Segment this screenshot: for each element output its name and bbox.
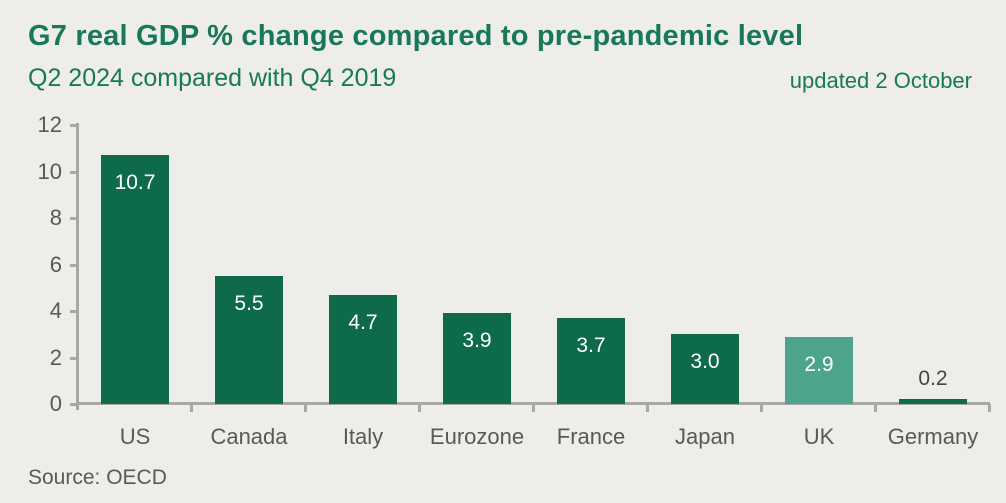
bar-value-germany: 0.2 (918, 367, 948, 391)
bar-france (557, 317, 625, 404)
x-axis-line (76, 402, 990, 405)
x-label-uk: UK (803, 424, 835, 449)
bar-value-us: 10.7 (114, 171, 156, 195)
x-tick (532, 404, 535, 412)
y-tick-label: 8 (49, 205, 62, 230)
updated-note: updated 2 October (789, 68, 972, 93)
x-tick (760, 404, 763, 412)
x-tick (304, 404, 307, 412)
y-tick (70, 217, 78, 220)
y-tick (70, 170, 78, 174)
y-tick-label: 2 (49, 344, 62, 370)
source-note: Source: OECD (28, 466, 167, 489)
y-tick (70, 263, 78, 267)
x-label-eurozone: Eurozone (429, 424, 525, 449)
bar-italy (329, 294, 397, 404)
x-tick (646, 404, 649, 412)
y-axis-line (76, 123, 79, 410)
bar-value-italy: 4.7 (348, 310, 378, 334)
chart-title: G7 real GDP % change compared to pre-pan… (28, 20, 804, 52)
y-tick-label: 6 (49, 251, 62, 277)
bar-uk (785, 336, 853, 404)
chart-subtitle: Q2 2024 compared with Q4 2019 (28, 64, 397, 92)
y-tick-label: 10 (37, 158, 62, 184)
y-tick-label: 4 (49, 298, 62, 323)
bar-us (101, 155, 169, 404)
y-tick (70, 310, 78, 313)
x-tick (190, 404, 193, 412)
bar-eurozone (443, 313, 511, 404)
y-tick-label: 12 (37, 112, 62, 137)
x-label-japan: Japan (675, 424, 735, 449)
bar-value-uk: 2.9 (804, 352, 834, 376)
bar-value-france: 3.7 (576, 333, 606, 357)
y-tick (70, 124, 78, 127)
x-tick (418, 404, 421, 412)
bar-value-japan: 3.0 (690, 350, 720, 374)
y-tick-label: 0 (49, 391, 62, 416)
x-label-germany: Germany (887, 424, 979, 449)
x-label-canada: Canada (210, 424, 288, 449)
bar-value-canada: 5.5 (234, 292, 264, 316)
bar-japan (671, 334, 739, 404)
x-label-france: France (556, 424, 626, 449)
y-tick (70, 403, 78, 406)
bar-canada (215, 276, 283, 404)
bar-value-eurozone: 3.9 (462, 329, 492, 353)
y-tick (70, 356, 78, 360)
x-tick (874, 404, 877, 412)
x-label-us: US (119, 424, 151, 449)
x-label-italy: Italy (342, 424, 384, 449)
bar-germany (899, 399, 967, 404)
x-tick (988, 404, 991, 412)
